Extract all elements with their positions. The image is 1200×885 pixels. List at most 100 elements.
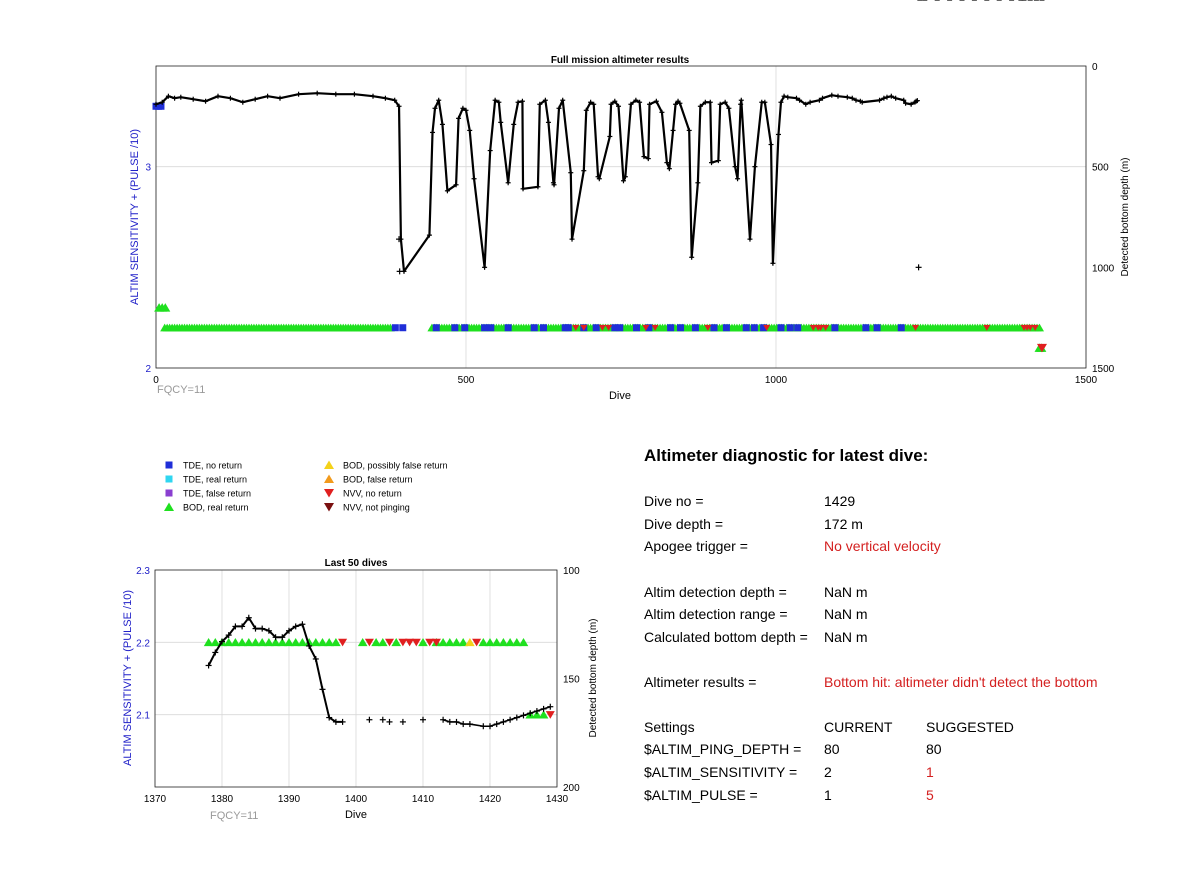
depth-point — [159, 99, 165, 105]
bod-real-return-marker — [160, 303, 171, 312]
depth-point — [914, 98, 920, 104]
bod-real-return-marker — [505, 638, 515, 647]
bod-real-return-marker — [391, 638, 401, 647]
depth-point — [807, 99, 813, 105]
nvv-no-return-marker — [338, 638, 348, 647]
legend-label: NVV, no return — [343, 489, 402, 499]
depth-point — [366, 716, 373, 723]
nvv-no-return-marker — [651, 324, 659, 331]
setting-suggested: 80 — [926, 741, 942, 757]
depth-point — [339, 718, 346, 725]
legend-item: BOD, false return — [324, 474, 413, 485]
tde-no-return-marker — [564, 324, 572, 332]
depth-point — [240, 99, 246, 105]
bod-real-return-marker — [538, 710, 549, 719]
tde-no-return-marker — [667, 324, 675, 332]
depth-outlier-point — [396, 268, 403, 275]
depth-point — [583, 107, 589, 113]
depth-point — [232, 623, 239, 630]
depth-point — [190, 96, 196, 102]
nvv-no-return-marker — [1031, 324, 1039, 331]
legend-item: BOD, possibly false return — [324, 460, 448, 471]
depth-point — [762, 99, 768, 105]
depth-point — [666, 166, 672, 172]
depth-point — [901, 97, 907, 103]
tde-no-return-marker — [691, 324, 699, 332]
y-axis-label: ALTIM SENSITIVITY + (PULSE /10) — [129, 129, 141, 305]
bod-real-return-marker — [250, 638, 261, 647]
depth-point — [884, 94, 890, 100]
bod-real-return-marker — [210, 638, 221, 647]
legend-swatch — [165, 489, 173, 497]
depth-point — [637, 99, 643, 105]
depth-point — [292, 623, 299, 630]
legend-label: TDE, no return — [183, 461, 242, 471]
bod-real-return-marker — [237, 638, 247, 647]
depth-point — [816, 97, 822, 103]
det-depth-label: Altim detection depth = — [644, 584, 787, 600]
depth-point — [607, 133, 613, 139]
depth-point — [259, 625, 266, 632]
depth-point — [844, 94, 850, 100]
bod-real-return-marker — [264, 638, 274, 647]
depth-point — [616, 103, 622, 109]
depth-point — [738, 97, 744, 103]
depth-point — [778, 99, 784, 105]
depth-point — [319, 686, 326, 693]
depth-point — [420, 716, 426, 723]
legend-item: TDE, false return — [165, 489, 251, 499]
depth-point — [265, 627, 272, 634]
depth-point — [689, 254, 695, 260]
bod-real-return-marker — [257, 638, 267, 647]
fqcy-annotation: FQCY=11 — [210, 810, 258, 822]
depth-point — [903, 100, 909, 106]
depth-point — [463, 107, 469, 113]
depth-point — [212, 649, 219, 656]
depth-point — [252, 96, 258, 102]
axis-ticks: 1370 1380 1390 1400 1410 1420 1430 2.1 2.2 2.3 100… — [136, 566, 580, 805]
tde-no-return-marker — [592, 324, 600, 332]
depth-point — [735, 176, 741, 182]
chart-title: Last 50 dives — [325, 558, 388, 569]
depth-point — [172, 95, 178, 101]
depth-point — [715, 158, 721, 164]
x-tick-label: 1420 — [479, 794, 502, 805]
depth-point — [296, 91, 302, 97]
x-tick-label: 1000 — [765, 375, 788, 386]
legend-item: NVV, not pinging — [324, 503, 410, 513]
depth-point — [492, 97, 498, 103]
results-label: Altimeter results = — [644, 674, 757, 690]
depth-point — [382, 95, 388, 101]
det-depth-value: NaN m — [824, 584, 868, 600]
depth-point — [664, 160, 670, 166]
x-tick-label: 1370 — [144, 794, 167, 805]
bod-real-return-marker — [451, 638, 462, 647]
marker-layer — [203, 638, 555, 719]
depth-point — [312, 655, 319, 662]
depth-point — [227, 95, 233, 101]
plot-area — [154, 569, 558, 788]
depth-point — [588, 99, 594, 105]
setting-current: 1 — [824, 787, 832, 803]
x-axis-label: Dive — [345, 809, 367, 821]
nvv-no-return-marker — [385, 638, 394, 647]
bod-real-return-marker — [317, 638, 328, 647]
depth-point — [205, 662, 212, 669]
depth-point — [519, 98, 525, 104]
legend-swatch — [165, 461, 173, 469]
legend-swatch — [324, 474, 334, 483]
tde-no-return-marker — [645, 324, 653, 332]
nvv-no-return-marker — [983, 324, 991, 331]
nvv-no-return-marker — [642, 324, 650, 331]
depth-point — [396, 103, 402, 109]
marker-layer — [152, 102, 1047, 353]
depth-point — [709, 160, 715, 166]
depth-point — [612, 98, 618, 104]
tde-no-return-marker — [722, 324, 730, 332]
bod-real-return-marker — [491, 638, 502, 647]
legend-swatch — [165, 475, 173, 483]
tde-no-return-marker — [399, 324, 407, 332]
nvv-no-return-marker — [425, 638, 435, 647]
bod-real-return-marker — [324, 638, 334, 647]
nvv-no-return-marker — [704, 324, 712, 331]
